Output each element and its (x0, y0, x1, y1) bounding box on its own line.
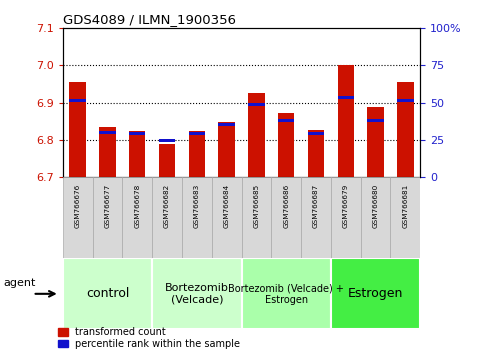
Bar (189, 131, 205, 177)
FancyBboxPatch shape (212, 177, 242, 258)
Text: agent: agent (3, 278, 36, 288)
FancyBboxPatch shape (271, 177, 301, 258)
FancyBboxPatch shape (93, 177, 122, 258)
Bar (70, 99, 86, 102)
FancyBboxPatch shape (152, 177, 182, 258)
Text: GSM766680: GSM766680 (372, 183, 379, 228)
Text: Bortezomib
(Velcade): Bortezomib (Velcade) (165, 283, 229, 305)
Bar (218, 122, 235, 177)
Text: GSM766686: GSM766686 (283, 183, 289, 228)
FancyBboxPatch shape (331, 177, 361, 258)
Text: Estrogen: Estrogen (348, 287, 403, 300)
Bar (159, 139, 175, 142)
Bar (218, 123, 235, 126)
Bar (368, 119, 384, 122)
FancyBboxPatch shape (242, 258, 331, 329)
FancyBboxPatch shape (152, 258, 242, 329)
Bar (397, 99, 413, 102)
Legend: transformed count, percentile rank within the sample: transformed count, percentile rank withi… (58, 327, 241, 349)
Bar (189, 132, 205, 135)
Bar (308, 132, 324, 135)
FancyBboxPatch shape (390, 177, 420, 258)
Text: GSM766679: GSM766679 (343, 183, 349, 228)
Text: GSM766677: GSM766677 (104, 183, 111, 228)
FancyBboxPatch shape (63, 177, 93, 258)
FancyBboxPatch shape (182, 177, 212, 258)
Text: GSM766685: GSM766685 (254, 183, 259, 228)
Bar (99, 131, 115, 134)
Text: GSM766684: GSM766684 (224, 183, 229, 228)
FancyBboxPatch shape (122, 177, 152, 258)
Text: Bortezomib (Velcade) +
Estrogen: Bortezomib (Velcade) + Estrogen (228, 283, 344, 305)
Text: control: control (86, 287, 129, 300)
Text: GSM766687: GSM766687 (313, 183, 319, 228)
FancyBboxPatch shape (361, 177, 390, 258)
Bar (248, 103, 265, 105)
FancyBboxPatch shape (63, 258, 152, 329)
Bar (278, 113, 294, 177)
Bar (278, 119, 294, 122)
Text: GSM766678: GSM766678 (134, 183, 140, 228)
Bar (99, 127, 115, 177)
Bar (308, 130, 324, 177)
Bar (338, 96, 354, 99)
FancyBboxPatch shape (331, 258, 420, 329)
FancyBboxPatch shape (301, 177, 331, 258)
Bar (159, 144, 175, 177)
FancyBboxPatch shape (242, 177, 271, 258)
Text: GSM766681: GSM766681 (402, 183, 408, 228)
Bar (248, 93, 265, 177)
Bar (397, 82, 413, 177)
Bar (70, 82, 86, 177)
Text: GDS4089 / ILMN_1900356: GDS4089 / ILMN_1900356 (63, 13, 236, 26)
Text: GSM766682: GSM766682 (164, 183, 170, 228)
Bar (338, 65, 354, 177)
Bar (368, 107, 384, 177)
Text: GSM766676: GSM766676 (75, 183, 81, 228)
Bar (129, 131, 145, 177)
Bar (129, 132, 145, 135)
Text: GSM766683: GSM766683 (194, 183, 200, 228)
